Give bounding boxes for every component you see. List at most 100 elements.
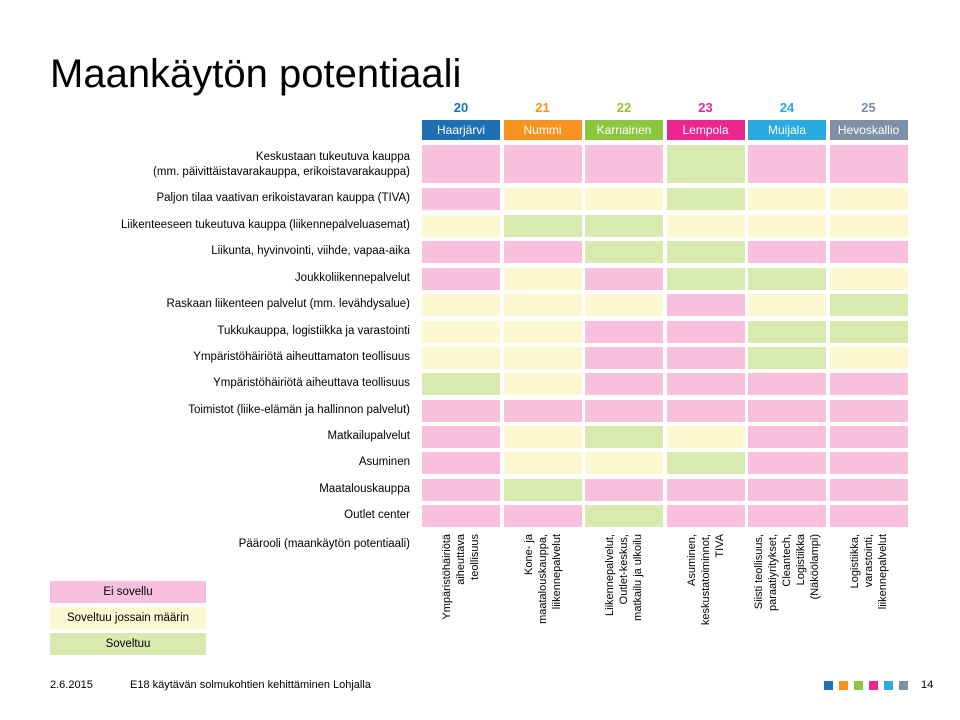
suitability-cell bbox=[585, 215, 663, 237]
legend-item: Soveltuu jossain määrin bbox=[50, 607, 206, 629]
row-label: Paljon tilaa vaativan erikoistavaran kau… bbox=[156, 192, 410, 204]
column-header: Karnainen bbox=[585, 120, 663, 140]
suitability-cell bbox=[829, 479, 908, 501]
suitability-cell bbox=[585, 400, 663, 422]
suitability-cell bbox=[748, 145, 826, 183]
suitability-cell bbox=[585, 452, 663, 474]
suitability-cell bbox=[503, 347, 582, 369]
footer-page-number: 14 bbox=[921, 679, 934, 691]
suitability-cell bbox=[829, 188, 908, 210]
column-number: 24 bbox=[779, 100, 795, 115]
footer-title: E18 käytävän solmukohtien kehittäminen L… bbox=[130, 679, 371, 691]
suitability-cell bbox=[748, 373, 826, 395]
suitability-cell bbox=[829, 373, 908, 395]
suitability-cell bbox=[503, 426, 582, 448]
suitability-cell bbox=[748, 241, 826, 263]
suitability-cell bbox=[829, 347, 908, 369]
suitability-cell bbox=[666, 215, 745, 237]
row-label: Toimistot (liike-elämän ja hallinnon pal… bbox=[188, 404, 410, 416]
suitability-cell bbox=[422, 188, 500, 210]
suitability-cell bbox=[666, 188, 745, 210]
suitability-cell bbox=[666, 426, 745, 448]
row-label: Joukkoliikennepalvelut bbox=[294, 272, 410, 284]
main-role-text: Ympäristöhäiriötä aiheuttava teollisuus bbox=[441, 534, 481, 620]
suitability-cell bbox=[585, 145, 663, 183]
suitability-cell bbox=[748, 215, 826, 237]
suitability-cell bbox=[585, 479, 663, 501]
suitability-cell bbox=[748, 452, 826, 474]
column-number: 20 bbox=[453, 100, 469, 115]
legend-item: Soveltuu bbox=[50, 633, 206, 655]
role-row-label: Päärooli (maankäytön potentiaali) bbox=[238, 538, 410, 550]
footer-color-square bbox=[884, 681, 893, 690]
suitability-cell bbox=[422, 505, 500, 527]
column-header: Nummi bbox=[503, 120, 582, 140]
footer-color-square bbox=[854, 681, 863, 690]
suitability-cell bbox=[829, 294, 908, 316]
suitability-cell bbox=[503, 215, 582, 237]
column-header: Haarjärvi bbox=[422, 120, 500, 140]
legend-item: Ei sovellu bbox=[50, 581, 206, 603]
suitability-cell bbox=[585, 505, 663, 527]
suitability-cell bbox=[748, 347, 826, 369]
main-role-cell: Siisti teollisuus, paraatiyritykset, Cle… bbox=[748, 534, 826, 634]
row-label: Ympäristöhäiriötä aiheuttamaton teollisu… bbox=[193, 351, 410, 363]
suitability-cell bbox=[829, 452, 908, 474]
suitability-cell bbox=[829, 321, 908, 343]
suitability-cell bbox=[666, 294, 745, 316]
suitability-cell bbox=[666, 400, 745, 422]
suitability-cell bbox=[503, 400, 582, 422]
suitability-cell bbox=[503, 294, 582, 316]
suitability-cell bbox=[422, 373, 500, 395]
column-number: 21 bbox=[535, 100, 550, 115]
suitability-cell bbox=[829, 400, 908, 422]
footer-color-square bbox=[824, 681, 833, 690]
suitability-cell bbox=[585, 241, 663, 263]
suitability-cell bbox=[666, 479, 745, 501]
suitability-cell bbox=[422, 294, 500, 316]
suitability-cell bbox=[829, 426, 908, 448]
page-title: Maankäytön potentiaali bbox=[50, 52, 462, 96]
main-role-text: Asuminen, keskustatoiminnot, TIVA bbox=[685, 534, 726, 626]
suitability-cell bbox=[422, 321, 500, 343]
column-header: Lempola bbox=[666, 120, 745, 140]
footer-color-square bbox=[869, 681, 878, 690]
suitability-cell bbox=[666, 452, 745, 474]
suitability-cell bbox=[666, 373, 745, 395]
footer-color-square bbox=[839, 681, 848, 690]
suitability-cell bbox=[585, 268, 663, 290]
suitability-cell bbox=[422, 145, 500, 183]
suitability-cell bbox=[748, 268, 826, 290]
main-role-cell: Liikennepalvelut, Outlet-keskus, matkail… bbox=[585, 534, 663, 634]
suitability-cell bbox=[666, 145, 745, 183]
column-number: 25 bbox=[861, 100, 876, 115]
suitability-cell bbox=[422, 400, 500, 422]
suitability-cell bbox=[829, 145, 908, 183]
suitability-cell bbox=[748, 321, 826, 343]
suitability-cell bbox=[422, 426, 500, 448]
column-number: 22 bbox=[616, 100, 632, 115]
suitability-cell bbox=[585, 347, 663, 369]
footer-color-square bbox=[899, 681, 908, 690]
suitability-cell bbox=[503, 241, 582, 263]
main-role-cell: Kone- ja maatalouskauppa, liikennepalvel… bbox=[504, 534, 582, 634]
suitability-cell bbox=[422, 268, 500, 290]
suitability-cell bbox=[503, 452, 582, 474]
suitability-cell bbox=[829, 505, 908, 527]
suitability-cell bbox=[422, 479, 500, 501]
suitability-cell bbox=[503, 188, 582, 210]
main-role-text: Liikennepalvelut, Outlet-keskus, matkail… bbox=[604, 534, 644, 621]
suitability-cell bbox=[829, 268, 908, 290]
suitability-cell bbox=[666, 505, 745, 527]
row-label: Tukkukauppa, logistiikka ja varastointi bbox=[217, 325, 410, 337]
suitability-cell bbox=[422, 347, 500, 369]
suitability-cell bbox=[585, 321, 663, 343]
row-label: Ympäristöhäiriötä aiheuttava teollisuus bbox=[213, 377, 410, 389]
main-role-text: Siisti teollisuus, paraatiyritykset, Cle… bbox=[753, 534, 821, 612]
suitability-cell bbox=[503, 479, 582, 501]
main-role-text: Logistiikka, varastointi, liikennepalvel… bbox=[848, 534, 889, 610]
suitability-cell bbox=[503, 321, 582, 343]
suitability-cell bbox=[503, 505, 582, 527]
row-label: Outlet center bbox=[344, 509, 410, 521]
suitability-cell bbox=[666, 241, 745, 263]
